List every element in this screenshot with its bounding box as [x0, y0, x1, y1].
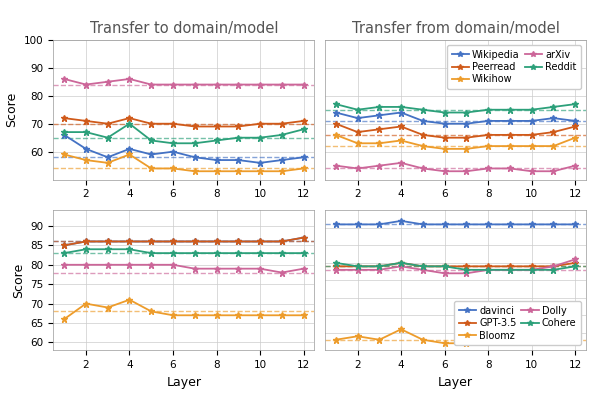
Y-axis label: Score: Score	[5, 92, 18, 127]
Title: Transfer from domain/model: Transfer from domain/model	[352, 21, 559, 36]
Y-axis label: Score: Score	[12, 263, 25, 298]
Legend: Wikipedia, Peerread, Wikihow, arXiv, Reddit: Wikipedia, Peerread, Wikihow, arXiv, Red…	[447, 45, 581, 89]
Title: Transfer to domain/model: Transfer to domain/model	[89, 21, 278, 36]
Legend: davinci, GPT-3.5, Bloomz, Dolly, Cohere: davinci, GPT-3.5, Bloomz, Dolly, Cohere	[454, 301, 581, 345]
X-axis label: Layer: Layer	[166, 376, 201, 388]
X-axis label: Layer: Layer	[438, 376, 473, 388]
